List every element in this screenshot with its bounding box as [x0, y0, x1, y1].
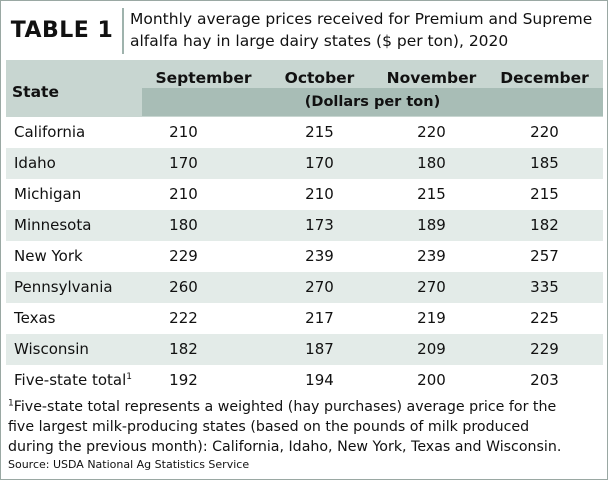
cell-september: 182 — [169, 340, 198, 358]
unit-label: (Dollars per ton) — [304, 94, 441, 110]
row-state: California — [14, 123, 86, 141]
row-state: Wisconsin — [14, 340, 89, 358]
cell-october: 187 — [305, 340, 334, 358]
caption-line-2: alfalfa hay in large dairy states ($ per… — [130, 32, 509, 50]
cell-december: 220 — [530, 123, 559, 141]
cell-november: 200 — [417, 371, 446, 389]
cell-october: 270 — [305, 278, 334, 296]
table-header: TABLE 1 Monthly average prices received … — [0, 0, 610, 60]
table-row: New York 229 239 239 257 — [6, 241, 603, 272]
cell-december: 182 — [530, 216, 559, 234]
cell-december: 203 — [530, 371, 559, 389]
header-divider — [122, 8, 124, 54]
source-note: Source: USDA National Ag Statistics Serv… — [8, 458, 250, 471]
row-state: Minnesota — [14, 216, 92, 234]
cell-november: 189 — [417, 216, 446, 234]
row-state: Michigan — [14, 185, 82, 203]
table-row: Texas 222 217 219 225 — [6, 303, 603, 334]
table-row: Michigan 210 210 215 215 — [6, 179, 603, 210]
cell-december: 229 — [530, 340, 559, 358]
cell-september: 229 — [169, 247, 198, 265]
cell-september: 192 — [169, 371, 198, 389]
cell-september: 222 — [169, 309, 198, 327]
cell-december: 335 — [530, 278, 559, 296]
cell-november: 219 — [417, 309, 446, 327]
cell-december: 215 — [530, 185, 559, 203]
cell-november: 209 — [417, 340, 446, 358]
row-state: Five-state total1 — [14, 365, 132, 396]
cell-september: 170 — [169, 154, 198, 172]
table-caption: Monthly average prices received for Prem… — [130, 8, 600, 54]
column-header-december: December — [500, 69, 589, 87]
row-state: New York — [14, 247, 83, 265]
row-state-label: Five-state total — [14, 371, 127, 389]
row-state: Pennsylvania — [14, 278, 113, 296]
cell-september: 210 — [169, 185, 198, 203]
cell-october: 173 — [305, 216, 334, 234]
cell-november: 270 — [417, 278, 446, 296]
column-header-state: State — [12, 83, 59, 101]
footnote-text-1: Five-state total represents a weighted (… — [13, 399, 557, 415]
cell-september: 260 — [169, 278, 198, 296]
footnote-marker: 1 — [126, 372, 133, 382]
table-label: TABLE 1 — [10, 18, 114, 43]
row-state: Texas — [14, 309, 56, 327]
footnote: 1Five-state total represents a weighted … — [8, 397, 604, 457]
cell-october: 217 — [305, 309, 334, 327]
table-row: Idaho 170 170 180 185 — [6, 148, 603, 179]
footnote-marker: 1 — [8, 398, 14, 409]
cell-november: 180 — [417, 154, 446, 172]
caption-line-1: Monthly average prices received for Prem… — [130, 10, 593, 28]
table-row: California 210 215 220 220 — [6, 117, 603, 148]
row-state: Idaho — [14, 154, 56, 172]
cell-december: 257 — [530, 247, 559, 265]
footnote-line-2: five largest milk-producing states (base… — [8, 419, 530, 435]
cell-september: 180 — [169, 216, 198, 234]
cell-november: 215 — [417, 185, 446, 203]
table-row: Minnesota 180 173 189 182 — [6, 210, 603, 241]
cell-october: 239 — [305, 247, 334, 265]
table-row: Pennsylvania 260 270 270 335 — [6, 272, 603, 303]
cell-october: 215 — [305, 123, 334, 141]
column-header-november: November — [386, 69, 477, 87]
footnote-line-1: 1Five-state total represents a weighted … — [8, 397, 604, 417]
column-header-october: October — [284, 69, 355, 87]
cell-september: 210 — [169, 123, 198, 141]
cell-december: 225 — [530, 309, 559, 327]
cell-november: 220 — [417, 123, 446, 141]
table-row-total: Five-state total1 192 194 200 203 — [6, 365, 603, 396]
cell-december: 185 — [530, 154, 559, 172]
cell-october: 210 — [305, 185, 334, 203]
table-row: Wisconsin 182 187 209 229 — [6, 334, 603, 365]
cell-october: 170 — [305, 154, 334, 172]
unit-band — [142, 88, 603, 116]
footnote-line-3: during the previous month): California, … — [8, 439, 562, 455]
cell-november: 239 — [417, 247, 446, 265]
cell-october: 194 — [305, 371, 334, 389]
column-header-september: September — [155, 69, 252, 87]
